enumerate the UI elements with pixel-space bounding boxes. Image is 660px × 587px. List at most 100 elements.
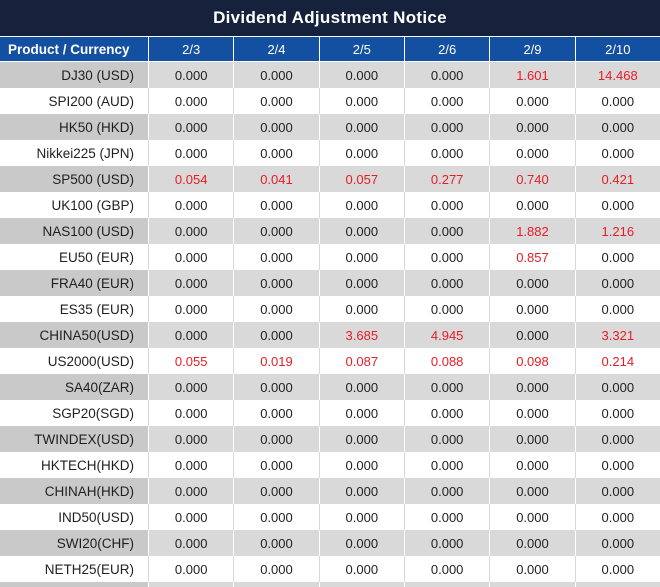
value-cell: 0.000: [574, 374, 660, 400]
table-row: SPI200 (AUD) 0.000 0.000 0.000 0.000 0.000 0.…: [0, 88, 660, 114]
page-title: Dividend Adjustment Notice: [0, 0, 660, 36]
value-cell: 0.000: [574, 452, 660, 478]
product-cell: [0, 582, 148, 587]
table-row: SA40(ZAR) 0.000 0.000 0.000 0.000 0.000 0.000: [0, 374, 660, 400]
table-row: FRA40 (EUR) 0.000 0.000 0.000 0.000 0.000 0.0…: [0, 270, 660, 296]
value-cell: 14.468: [574, 62, 660, 88]
table-row: EU50 (EUR) 0.000 0.000 0.000 0.000 0.857 0.00…: [0, 244, 660, 270]
value-cell: 0.000: [489, 556, 574, 582]
value-cell: 0.000: [489, 400, 574, 426]
value-cell: 0.000: [489, 270, 574, 296]
value-cell: 0.421: [574, 166, 660, 192]
value-cell: 0.000: [148, 556, 233, 582]
value-cell: 0.000: [148, 62, 233, 88]
value-cell: 0.000: [233, 400, 318, 426]
value-cell: 0.000: [148, 140, 233, 166]
value-cell: 0.000: [318, 218, 404, 244]
value-cell: 0.000: [318, 426, 404, 452]
value-cell: 0.000: [233, 504, 318, 530]
value-cell: 0.000: [403, 504, 489, 530]
value-cell: 0.000: [148, 374, 233, 400]
value-cell: 0.000: [403, 88, 489, 114]
value-cell: 0.000: [403, 374, 489, 400]
value-cell: 1.601: [489, 62, 574, 88]
table-row: Nikkei225 (JPN) 0.000 0.000 0.000 0.000 0.00…: [0, 140, 660, 166]
value-cell: 0.000: [489, 114, 574, 140]
column-header-date: 2/6: [403, 37, 489, 61]
value-cell: 0.055: [148, 348, 233, 374]
table-row: NAS100 (USD) 0.000 0.000 0.000 0.000 1.882 1.…: [0, 218, 660, 244]
value-cell: 0.000: [489, 88, 574, 114]
table-header-row: Product / Currency 2/3 2/4 2/5 2/6 2/9 2/10: [0, 36, 660, 62]
value-cell: 0.000: [318, 452, 404, 478]
table-row: DJ30 (USD) 0.000 0.000 0.000 0.000 1.601 14.4…: [0, 62, 660, 88]
table-row: US2000(USD) 0.055 0.019 0.087 0.088 0.098 0.2…: [0, 348, 660, 374]
value-cell: 0.000: [148, 296, 233, 322]
column-header-date: 2/5: [318, 37, 404, 61]
value-cell: 0.000: [574, 296, 660, 322]
product-cell: Nikkei225 (JPN): [36, 145, 134, 161]
value-cell: 0.277: [403, 166, 489, 192]
product-cell: DJ30 (USD): [0, 62, 148, 88]
table-row: SWI20(CHF) 0.000 0.000 0.000 0.000 0.000 0.00…: [0, 530, 660, 556]
value-cell: 0.057: [318, 166, 404, 192]
table-body: DJ30 (USD) 0.000 0.000 0.000 0.000 1.601 14.4…: [0, 62, 660, 587]
value-cell: 0.000: [574, 426, 660, 452]
table-row: ES35 (EUR) 0.000 0.000 0.000 0.000 0.000 0.00…: [0, 296, 660, 322]
table-row: IND50(USD) 0.000 0.000 0.000 0.000 0.000 0.00…: [0, 504, 660, 530]
product-cell: FRA40 (EUR): [0, 270, 148, 296]
value-cell: 0.000: [233, 530, 318, 556]
value-cell: 0.000: [574, 400, 660, 426]
product-cell: CHINA50(USD): [0, 322, 148, 348]
column-header-date: 2/4: [233, 37, 318, 61]
product-cell: HK50 (HKD): [0, 114, 148, 140]
value-cell: 0.000: [233, 114, 318, 140]
product-cell: ES35 (EUR): [59, 301, 134, 317]
value-cell: 0.000: [489, 504, 574, 530]
value-cell: [233, 582, 318, 587]
value-cell: 0.000: [574, 192, 660, 218]
value-cell: [403, 582, 489, 587]
column-header-product: Product / Currency: [8, 41, 130, 57]
table-row: HK50 (HKD) 0.000 0.000 0.000 0.000 0.000 0.00…: [0, 114, 660, 140]
column-header-date: 2/10: [574, 37, 660, 61]
value-cell: 0.000: [574, 270, 660, 296]
table-row: HKTECH(HKD) 0.000 0.000 0.000 0.000 0.000 0.0…: [0, 452, 660, 478]
value-cell: 1.216: [574, 218, 660, 244]
value-cell: 0.000: [403, 296, 489, 322]
clipped-next-row: [0, 582, 660, 587]
value-cell: 0.000: [148, 192, 233, 218]
value-cell: 0.000: [403, 62, 489, 88]
value-cell: 0.000: [574, 478, 660, 504]
value-cell: 0.000: [403, 270, 489, 296]
value-cell: 0.000: [318, 478, 404, 504]
value-cell: 0.000: [318, 374, 404, 400]
value-cell: 0.000: [233, 426, 318, 452]
table-row: SP500 (USD) 0.054 0.041 0.057 0.277 0.740 0.4…: [0, 166, 660, 192]
value-cell: 0.000: [233, 452, 318, 478]
value-cell: 0.000: [318, 244, 404, 270]
product-cell: SP500 (USD): [0, 166, 148, 192]
value-cell: 0.000: [489, 426, 574, 452]
value-cell: 0.000: [403, 452, 489, 478]
value-cell: 0.740: [489, 166, 574, 192]
value-cell: 0.000: [489, 530, 574, 556]
value-cell: 0.000: [489, 322, 574, 348]
value-cell: 0.000: [148, 478, 233, 504]
table-row: TWINDEX(USD) 0.000 0.000 0.000 0.000 0.000 0.…: [0, 426, 660, 452]
value-cell: 0.000: [148, 218, 233, 244]
value-cell: 0.000: [148, 426, 233, 452]
value-cell: 0.000: [318, 62, 404, 88]
value-cell: 0.000: [318, 530, 404, 556]
value-cell: 0.000: [148, 400, 233, 426]
value-cell: 0.000: [233, 140, 318, 166]
value-cell: 0.000: [148, 452, 233, 478]
value-cell: [489, 582, 574, 587]
value-cell: 0.000: [233, 296, 318, 322]
value-cell: 0.000: [318, 400, 404, 426]
value-cell: 0.000: [148, 244, 233, 270]
value-cell: 0.000: [403, 192, 489, 218]
value-cell: 0.000: [403, 426, 489, 452]
value-cell: 0.000: [233, 322, 318, 348]
